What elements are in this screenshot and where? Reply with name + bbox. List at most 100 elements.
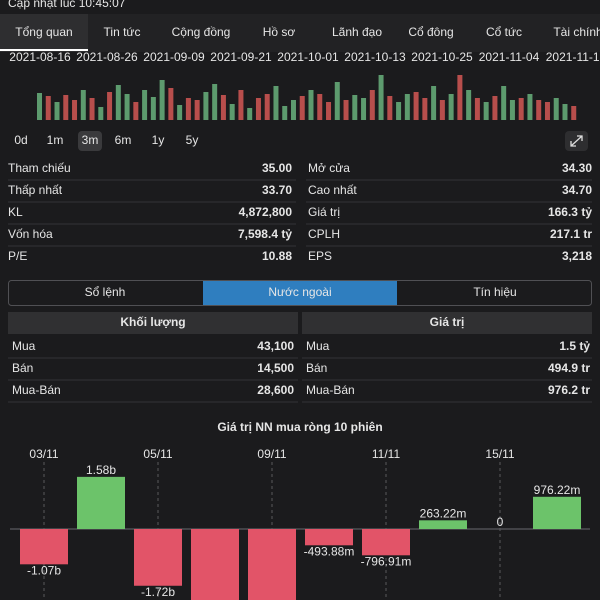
date-label: 2021-09-09 bbox=[143, 50, 205, 64]
bar bbox=[191, 529, 239, 600]
bar bbox=[248, 529, 296, 600]
row-label: Mua-Bán bbox=[306, 383, 355, 397]
date-label: 2021-10-01 bbox=[277, 50, 339, 64]
row-value: 28,600 bbox=[257, 383, 294, 397]
volume-bar bbox=[98, 107, 104, 120]
date-label: 2021-11-16 bbox=[546, 50, 600, 64]
volume-bar bbox=[404, 94, 410, 120]
date-label: 2021-09-21 bbox=[210, 50, 272, 64]
volume-bar bbox=[326, 102, 332, 120]
volume-bar bbox=[37, 93, 42, 120]
tab[interactable]: Hồ sơ bbox=[263, 25, 296, 39]
volume-bar bbox=[63, 95, 69, 120]
volume-bar bbox=[255, 98, 261, 120]
volume-bar bbox=[492, 96, 498, 120]
period-button[interactable]: 3m bbox=[82, 133, 99, 147]
x-tick-label: 11/11 bbox=[372, 447, 401, 461]
tab-bar bbox=[0, 14, 600, 52]
stat-value: 3,218 bbox=[562, 249, 592, 263]
period-button[interactable]: 1m bbox=[47, 133, 64, 147]
volume-bar bbox=[203, 92, 209, 120]
value-label: 1.58b bbox=[86, 463, 116, 477]
volume-bar bbox=[527, 94, 533, 120]
volume-bar bbox=[238, 90, 244, 120]
tab[interactable]: Cổ đông bbox=[408, 25, 453, 39]
volume-bar bbox=[72, 100, 78, 120]
stat-label: CPLH bbox=[308, 227, 340, 241]
volume-bar bbox=[282, 106, 288, 120]
tab[interactable]: Tổng quan bbox=[15, 25, 72, 39]
tab[interactable]: Tài chính bbox=[553, 25, 600, 39]
expand-icon bbox=[570, 135, 583, 147]
period-button[interactable]: 5y bbox=[186, 133, 199, 147]
volume-bar bbox=[185, 98, 191, 120]
value-label: -796.91m bbox=[361, 554, 412, 568]
tab[interactable]: Tin tức bbox=[104, 25, 141, 39]
period-button[interactable]: 6m bbox=[115, 133, 132, 147]
volume-bar bbox=[571, 106, 577, 120]
row-value: 976.2 tr bbox=[548, 383, 590, 397]
stat-label: Cao nhất bbox=[308, 183, 357, 197]
volume-bar bbox=[247, 108, 253, 120]
volume-bar bbox=[422, 98, 428, 120]
active-tab-underline bbox=[0, 49, 88, 51]
bar bbox=[362, 529, 410, 556]
row-label: Bán bbox=[12, 361, 33, 375]
segment[interactable]: Nước ngoài bbox=[268, 285, 331, 299]
volume-bar bbox=[150, 97, 156, 120]
tab[interactable]: Lãnh đạo bbox=[332, 25, 382, 39]
value-label: -1.07b bbox=[27, 563, 61, 577]
date-label: 2021-10-25 bbox=[411, 50, 473, 64]
period-button[interactable]: 0d bbox=[14, 133, 27, 147]
segment[interactable]: Tín hiệu bbox=[473, 285, 516, 299]
stat-label: P/E bbox=[8, 249, 27, 263]
stat-value: 33.70 bbox=[262, 183, 292, 197]
volume-bar bbox=[80, 90, 86, 120]
tab[interactable]: Cộng đồng bbox=[172, 25, 231, 39]
bar bbox=[533, 496, 581, 529]
header-box bbox=[8, 312, 298, 334]
table-header: Khối lượng bbox=[120, 315, 185, 329]
volume-bar bbox=[107, 92, 113, 120]
volume-bar bbox=[509, 100, 515, 120]
volume-bar bbox=[431, 86, 437, 120]
volume-bar bbox=[273, 86, 279, 120]
volume-bar bbox=[264, 94, 270, 120]
segment[interactable]: Sổ lệnh bbox=[85, 285, 126, 299]
volume-bar bbox=[115, 85, 121, 120]
stat-label: KL bbox=[8, 205, 23, 219]
header-box bbox=[302, 312, 592, 334]
volume-bar bbox=[553, 98, 559, 120]
stat-value: 10.88 bbox=[262, 249, 292, 263]
bar bbox=[419, 520, 467, 529]
volume-bar bbox=[352, 95, 358, 120]
date-label: 2021-10-13 bbox=[344, 50, 406, 64]
value-label: 976.22m bbox=[534, 483, 581, 497]
date-label: 2021-11-04 bbox=[479, 50, 540, 64]
volume-bar bbox=[343, 100, 349, 120]
stat-label: EPS bbox=[308, 249, 332, 263]
row-value: 1.5 tỷ bbox=[559, 339, 590, 353]
chart-title: Giá trị NN mua ròng 10 phiên bbox=[217, 420, 382, 434]
volume-bar bbox=[177, 105, 183, 120]
period-button[interactable]: 1y bbox=[152, 133, 165, 147]
volume-bar bbox=[378, 75, 384, 120]
stat-label: Tham chiếu bbox=[8, 161, 71, 175]
volume-bar bbox=[457, 75, 463, 120]
date-label: 2021-08-26 bbox=[76, 50, 138, 64]
volume-bar bbox=[466, 90, 472, 120]
row-value: 14,500 bbox=[257, 361, 294, 375]
active-period-bg bbox=[78, 131, 102, 151]
date-label: 2021-08-16 bbox=[9, 50, 71, 64]
active-segment bbox=[203, 281, 397, 305]
volume-bar bbox=[45, 96, 51, 120]
volume-bar bbox=[387, 96, 393, 120]
row-label: Mua bbox=[12, 339, 36, 353]
volume-bar bbox=[299, 96, 305, 120]
stat-value: 35.00 bbox=[262, 161, 292, 175]
row-label: Mua bbox=[306, 339, 330, 353]
volume-bar bbox=[212, 84, 218, 120]
tab[interactable]: Cổ tức bbox=[486, 25, 522, 39]
volume-bar bbox=[229, 104, 235, 120]
row-value: 494.9 tr bbox=[548, 361, 590, 375]
